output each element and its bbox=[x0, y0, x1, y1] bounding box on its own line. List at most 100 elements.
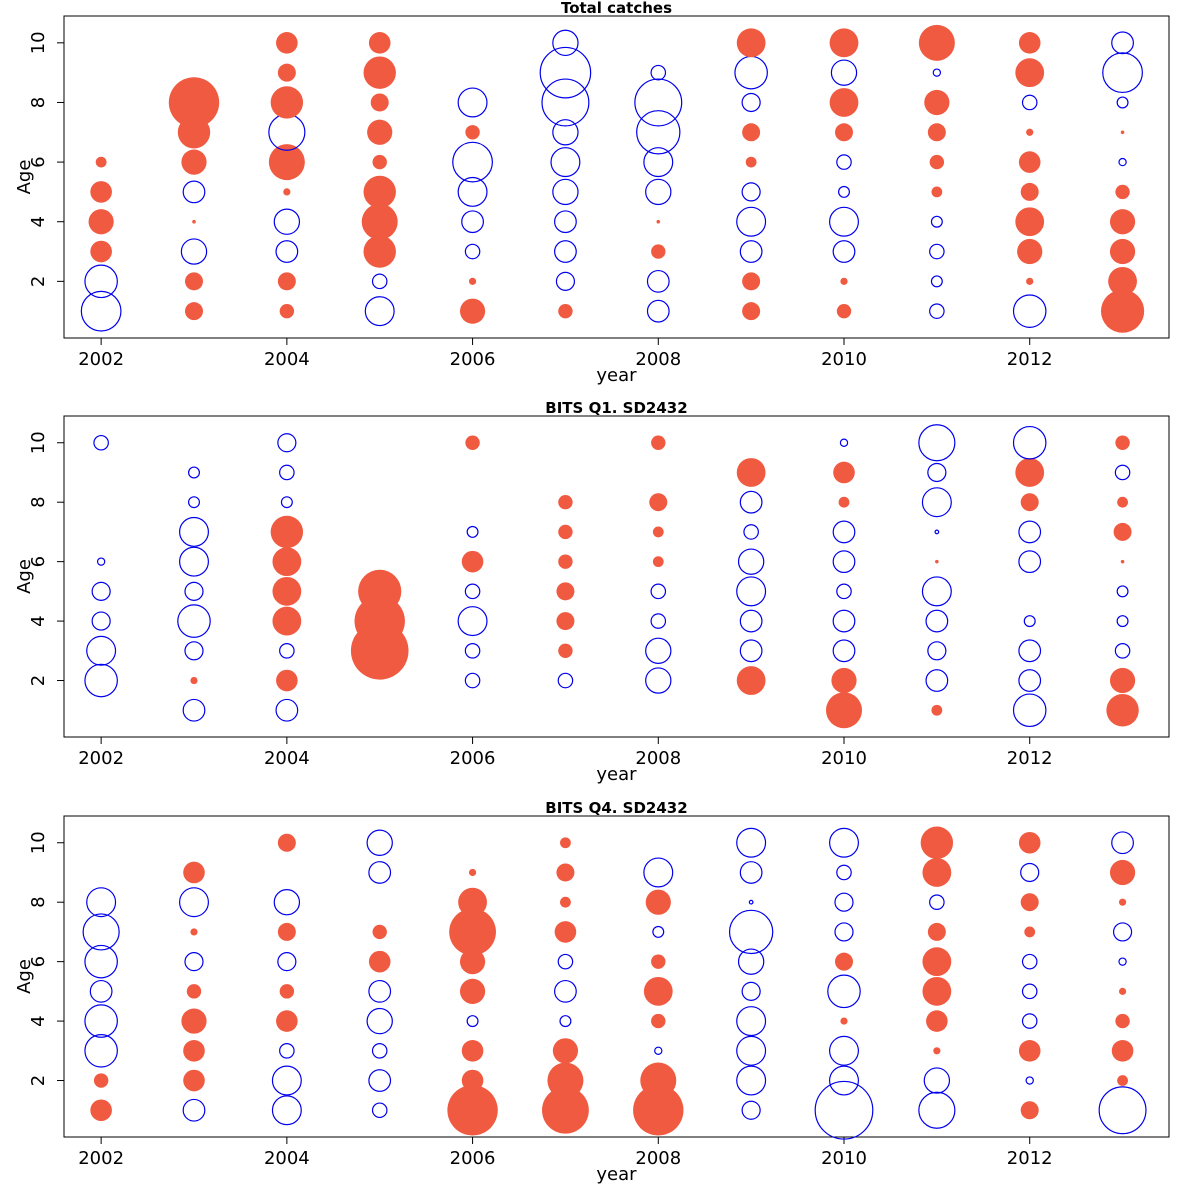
bubble-positive bbox=[185, 272, 203, 291]
bubble-positive bbox=[1026, 277, 1034, 285]
bubble-negative bbox=[84, 264, 118, 299]
bubble-negative bbox=[91, 611, 111, 631]
bubble-negative bbox=[828, 206, 859, 237]
bubble-positive bbox=[1108, 266, 1137, 296]
bubble-positive bbox=[181, 149, 207, 175]
bubble-positive bbox=[1018, 151, 1041, 173]
bubble-positive bbox=[1109, 209, 1136, 235]
bubble-negative bbox=[743, 524, 759, 540]
x-tick-label: 2006 bbox=[450, 1148, 496, 1169]
bubble-negative bbox=[827, 974, 861, 1009]
bubble-positive bbox=[927, 123, 946, 142]
x-tick-label: 2012 bbox=[1007, 349, 1053, 370]
chart-title: BITS Q1. SD2432 bbox=[545, 399, 687, 417]
y-tick-label: 2 bbox=[28, 276, 49, 287]
bubble-positive bbox=[268, 144, 305, 181]
x-tick-label: 2004 bbox=[264, 748, 310, 769]
bubble-negative bbox=[180, 238, 208, 265]
bubble-negative bbox=[464, 583, 481, 600]
bubble-positive bbox=[1015, 458, 1045, 487]
bubble-negative bbox=[277, 433, 297, 453]
bubble-negative bbox=[645, 637, 672, 665]
bubble-negative bbox=[464, 643, 481, 659]
bubble-negative bbox=[179, 516, 210, 547]
bubble-negative bbox=[464, 243, 481, 260]
bubble-negative bbox=[736, 576, 767, 607]
bubble-negative bbox=[280, 496, 293, 509]
bubble-negative bbox=[86, 635, 117, 666]
bubble-negative bbox=[1018, 520, 1042, 544]
bubble-positive bbox=[279, 303, 295, 319]
bubble-positive bbox=[272, 606, 302, 636]
bubble-negative bbox=[739, 490, 763, 514]
bubble-negative bbox=[925, 669, 949, 692]
x-axis-label: year bbox=[596, 365, 637, 386]
y-axis-label: Age bbox=[14, 559, 35, 594]
bubble-positive bbox=[447, 1085, 498, 1136]
bubble-positive bbox=[1117, 496, 1128, 508]
bubble-positive bbox=[835, 952, 853, 971]
bubble-negative bbox=[182, 698, 206, 722]
bubble-negative bbox=[925, 609, 949, 633]
bubble-negative bbox=[84, 1004, 118, 1038]
bubble-positive bbox=[651, 1013, 666, 1029]
bubble-positive bbox=[558, 554, 573, 569]
bubble-positive bbox=[835, 123, 853, 142]
y-tick-label: 10 bbox=[28, 431, 49, 454]
bubble-positive bbox=[1115, 184, 1130, 200]
bubble-negative bbox=[93, 434, 109, 451]
bubble-negative bbox=[464, 672, 481, 689]
bubble-negative bbox=[1116, 96, 1129, 109]
bubble-negative bbox=[737, 948, 765, 975]
bubble-negative bbox=[741, 1100, 761, 1120]
bubble-negative bbox=[184, 952, 204, 972]
bubble-positive bbox=[277, 922, 296, 941]
bubble-positive bbox=[1026, 128, 1034, 136]
bubble-negative bbox=[1021, 1013, 1038, 1029]
x-tick-label: 2002 bbox=[78, 349, 124, 370]
bubble-negative bbox=[279, 1043, 295, 1059]
bubble-negative bbox=[1098, 1086, 1147, 1135]
y-axis-label: Age bbox=[14, 160, 35, 195]
bubble-negative bbox=[368, 861, 392, 884]
bubble-positive bbox=[88, 209, 114, 235]
bubble-negative bbox=[828, 1065, 859, 1096]
bubble-positive bbox=[547, 1062, 584, 1099]
bubble-positive bbox=[1020, 893, 1039, 912]
bubble-negative bbox=[368, 1069, 392, 1092]
bubble-positive bbox=[651, 435, 666, 450]
x-tick-label: 2010 bbox=[821, 1148, 867, 1169]
bubble-positive bbox=[1020, 1101, 1039, 1120]
bubble-positive bbox=[922, 858, 952, 887]
bubble-negative bbox=[82, 913, 120, 951]
bubble-positive bbox=[643, 976, 673, 1006]
bubble-positive bbox=[1118, 898, 1127, 906]
bubble-positive bbox=[363, 56, 396, 89]
bubble-positive bbox=[1115, 435, 1130, 450]
bubble-negative bbox=[739, 240, 763, 263]
bubble-negative bbox=[364, 296, 395, 327]
bubble-positive bbox=[552, 1038, 579, 1064]
y-tick-label: 2 bbox=[28, 1075, 49, 1086]
bubble-positive bbox=[542, 1086, 589, 1134]
bubble-positive bbox=[745, 156, 757, 168]
bubble-positive bbox=[833, 461, 855, 484]
x-tick-label: 2002 bbox=[78, 748, 124, 769]
bubble-positive bbox=[556, 612, 575, 631]
bubble-negative bbox=[271, 1095, 302, 1126]
bubble-negative bbox=[834, 922, 854, 942]
bubble-negative bbox=[371, 273, 388, 290]
bubble-negative bbox=[179, 887, 210, 918]
bubble-positive bbox=[363, 175, 396, 209]
bubble-positive bbox=[1120, 559, 1125, 564]
bubble-positive bbox=[1100, 289, 1145, 333]
bubble-negative bbox=[557, 672, 574, 689]
bubble-negative bbox=[461, 210, 484, 234]
bubble-positive bbox=[560, 896, 571, 908]
bubble-negative bbox=[836, 154, 852, 170]
bubble-negative bbox=[932, 68, 942, 77]
bubble-negative bbox=[814, 1080, 874, 1140]
bubble-positive bbox=[652, 556, 664, 568]
bubble-positive bbox=[840, 1017, 848, 1025]
